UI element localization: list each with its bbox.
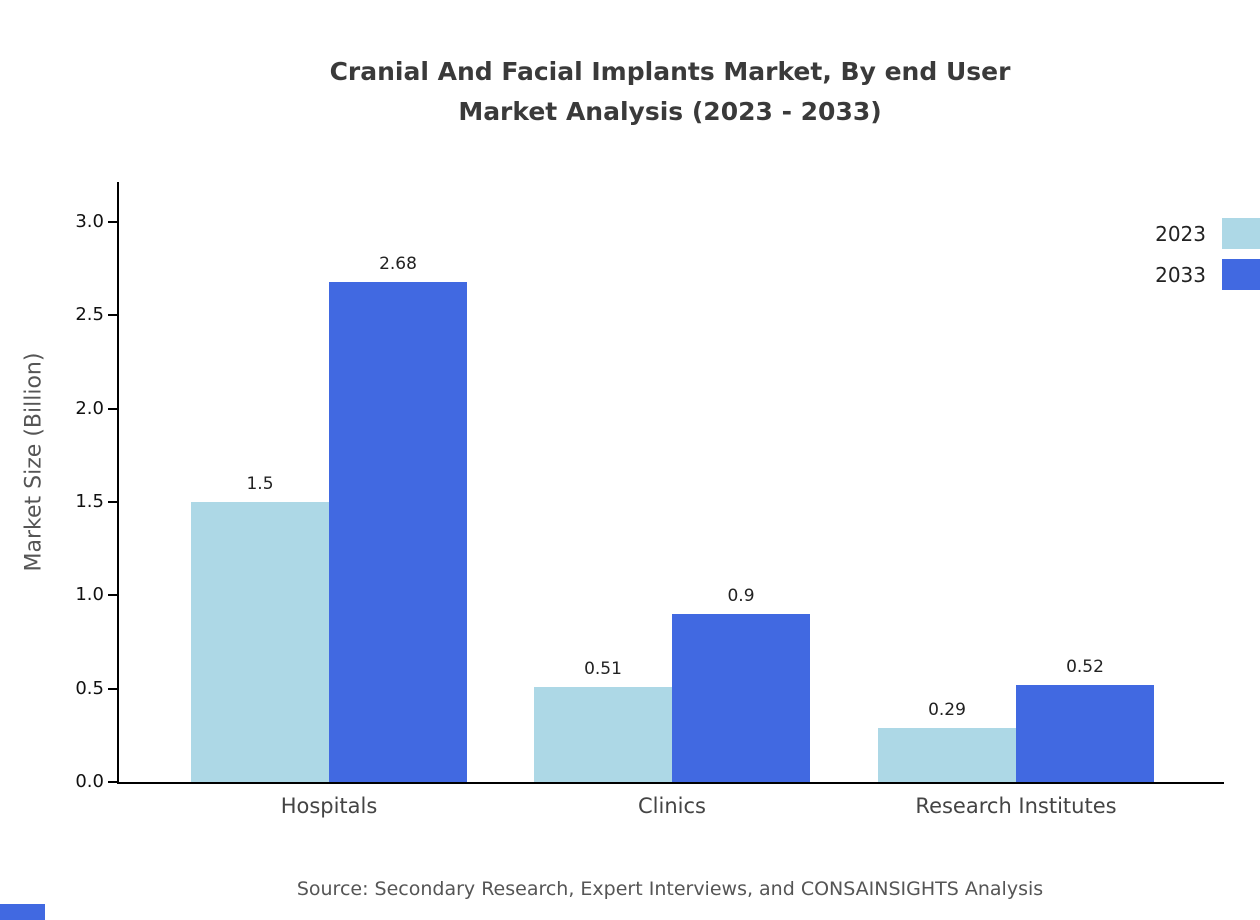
plot-area: Market Size (Billion) 0.0 0.5 1.0 1.5 2.0 2.5… (22, 182, 1224, 818)
y-tick-mark (108, 221, 117, 223)
y-tick-label: 2.5 (75, 304, 104, 326)
y-tick-label: 0.0 (75, 771, 104, 792)
legend-item-2023: 2023 (1155, 218, 1260, 249)
bar-2023-hospitals (191, 502, 329, 782)
y-axis-title: Market Size (Billion) (21, 352, 47, 572)
bar-value-label: 2.68 (379, 253, 417, 274)
bar-value-label: 0.29 (928, 699, 966, 720)
category-label-clinics: Clinics (638, 794, 706, 818)
bar-2033-clinics (672, 614, 810, 782)
y-tick-label: 0.5 (75, 677, 104, 699)
legend-label: 2033 (1155, 262, 1206, 287)
category-label-research-institutes: Research Institutes (915, 794, 1117, 818)
y-tick-mark (108, 781, 117, 783)
chart-title-line2: Market Analysis (2023 - 2033) (458, 97, 882, 126)
source-text: Source: Secondary Research, Expert Inter… (296, 878, 1044, 900)
y-tick-mark (108, 501, 117, 503)
y-tick-mark (108, 314, 117, 317)
y-tick-label: 1.5 (75, 491, 104, 512)
y-tick-mark (108, 594, 117, 597)
bar-value-label: 1.5 (246, 474, 274, 494)
y-tick-mark (108, 687, 117, 690)
corner-accent (0, 904, 45, 920)
bar-2023-research-institutes (878, 727, 1016, 782)
legend-swatch (1222, 218, 1260, 249)
bar-value-label: 0.51 (584, 658, 622, 679)
bar-2023-clinics (534, 686, 672, 782)
bar-2033-research-institutes (1016, 684, 1154, 782)
y-tick-label: 1.0 (75, 584, 104, 606)
legend-item-2033: 2033 (1155, 259, 1260, 290)
chart-title: Cranial And Facial Implants Market, By e… (160, 52, 1180, 132)
bar-2033-hospitals (329, 281, 467, 782)
bar-value-label: 0.52 (1066, 656, 1104, 677)
legend: 2023 2033 (1155, 218, 1260, 290)
chart-title-line1: Cranial And Facial Implants Market, By e… (329, 57, 1011, 86)
legend-label: 2023 (1155, 221, 1206, 246)
y-tick-label: 2.0 (75, 397, 104, 419)
legend-swatch (1222, 259, 1260, 290)
bar-value-label: 0.9 (727, 586, 755, 606)
y-tick-label: 3.0 (75, 211, 104, 232)
y-tick-mark (108, 407, 117, 410)
category-label-hospitals: Hospitals (280, 794, 378, 818)
